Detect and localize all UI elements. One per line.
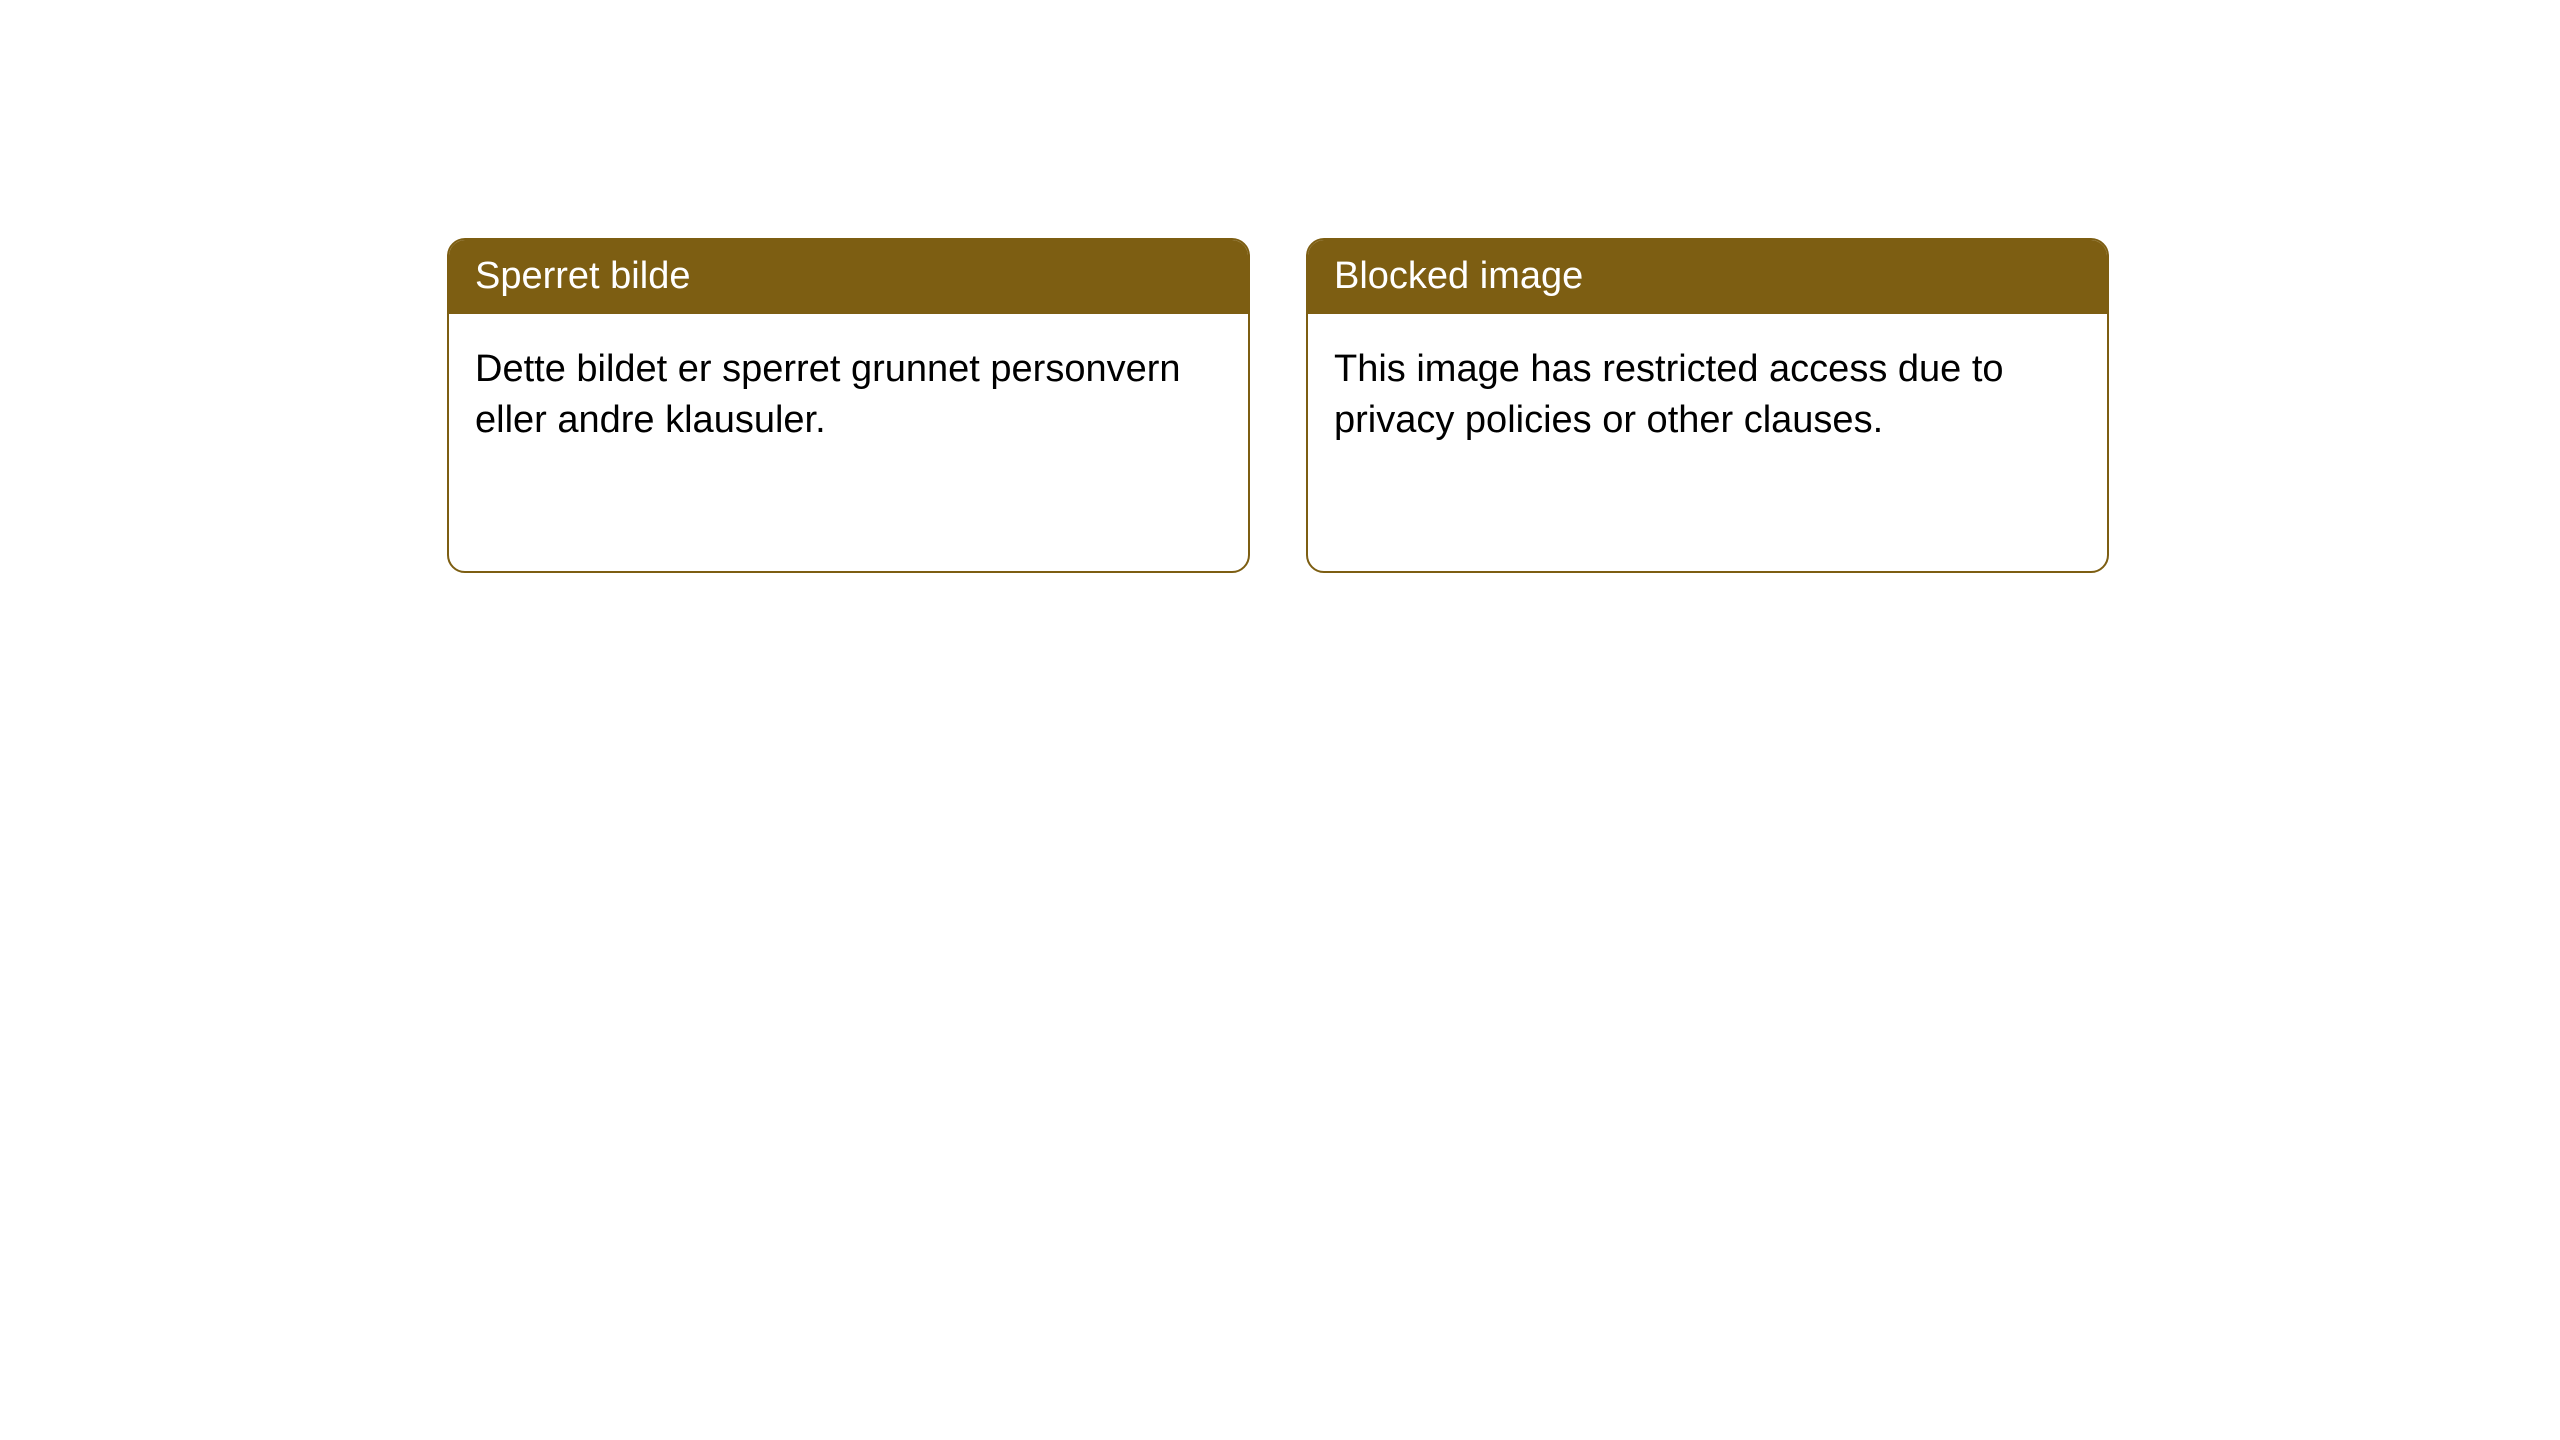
notice-card-no: Sperret bilde Dette bildet er sperret gr…: [447, 238, 1250, 573]
notice-message-en: This image has restricted access due to …: [1308, 314, 2107, 477]
blocked-image-notices: Sperret bilde Dette bildet er sperret gr…: [447, 238, 2109, 573]
notice-card-en: Blocked image This image has restricted …: [1306, 238, 2109, 573]
notice-title-en: Blocked image: [1308, 240, 2107, 314]
notice-title-no: Sperret bilde: [449, 240, 1248, 314]
notice-message-no: Dette bildet er sperret grunnet personve…: [449, 314, 1248, 477]
